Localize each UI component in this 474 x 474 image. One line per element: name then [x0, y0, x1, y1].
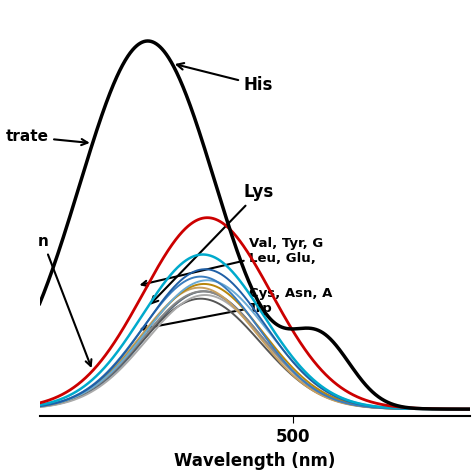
Text: Val, Tyr, G
Leu, Glu,: Val, Tyr, G Leu, Glu,	[142, 237, 323, 286]
Text: His: His	[177, 63, 273, 94]
Text: Lys: Lys	[151, 183, 274, 303]
Text: Cys, Asn, A
Trp: Cys, Asn, A Trp	[142, 286, 333, 330]
Text: trate: trate	[6, 129, 88, 145]
Text: n: n	[37, 234, 91, 366]
X-axis label: Wavelength (nm): Wavelength (nm)	[174, 452, 336, 470]
